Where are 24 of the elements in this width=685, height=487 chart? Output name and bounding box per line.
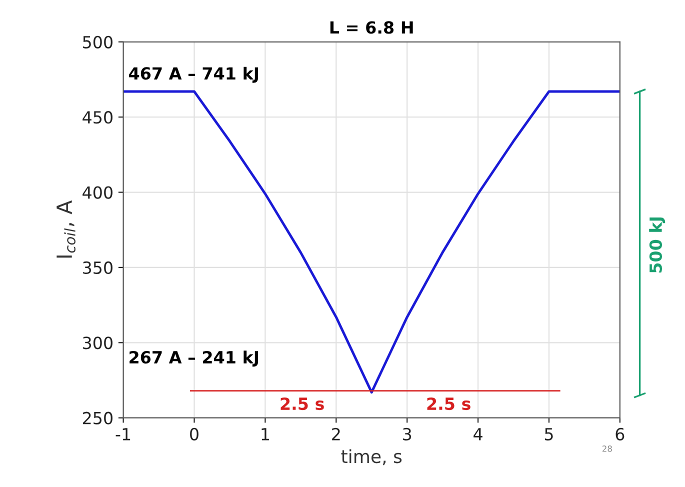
y-tick-label: 300	[83, 336, 112, 350]
line-series	[123, 90, 620, 394]
x-axis-title: time, s	[341, 449, 402, 466]
annotation: 467 A – 741 kJ	[129, 66, 258, 83]
annotation: 267 A – 241 kJ	[130, 350, 258, 367]
chart-title: L = 6.8 H	[330, 21, 413, 34]
y-tick-label: 450	[82, 111, 112, 124]
annotation: 2.5 s	[427, 397, 470, 410]
x-tick-label: 4	[474, 428, 482, 440]
x-tick-label: -1	[116, 428, 130, 440]
y-tick-label: 250	[82, 412, 112, 424]
y-axis-title: I$_{coil}$, A	[56, 200, 76, 258]
annotation: 2.5 s	[280, 397, 324, 410]
text: 28	[602, 446, 612, 452]
x-tick-label: 2	[332, 428, 340, 440]
y-tick-label: 500	[83, 36, 112, 48]
text: 500 kJ	[649, 218, 666, 273]
x-tick-label: 6	[616, 428, 624, 440]
x-tick-label: 0	[190, 428, 198, 440]
x-tick-label: 1	[262, 428, 269, 440]
x-tick-label: 3	[403, 428, 412, 440]
y-tick-label: 400	[82, 186, 112, 199]
y-tick-label: 350	[83, 261, 112, 274]
x-tick-label: 5	[544, 428, 553, 440]
